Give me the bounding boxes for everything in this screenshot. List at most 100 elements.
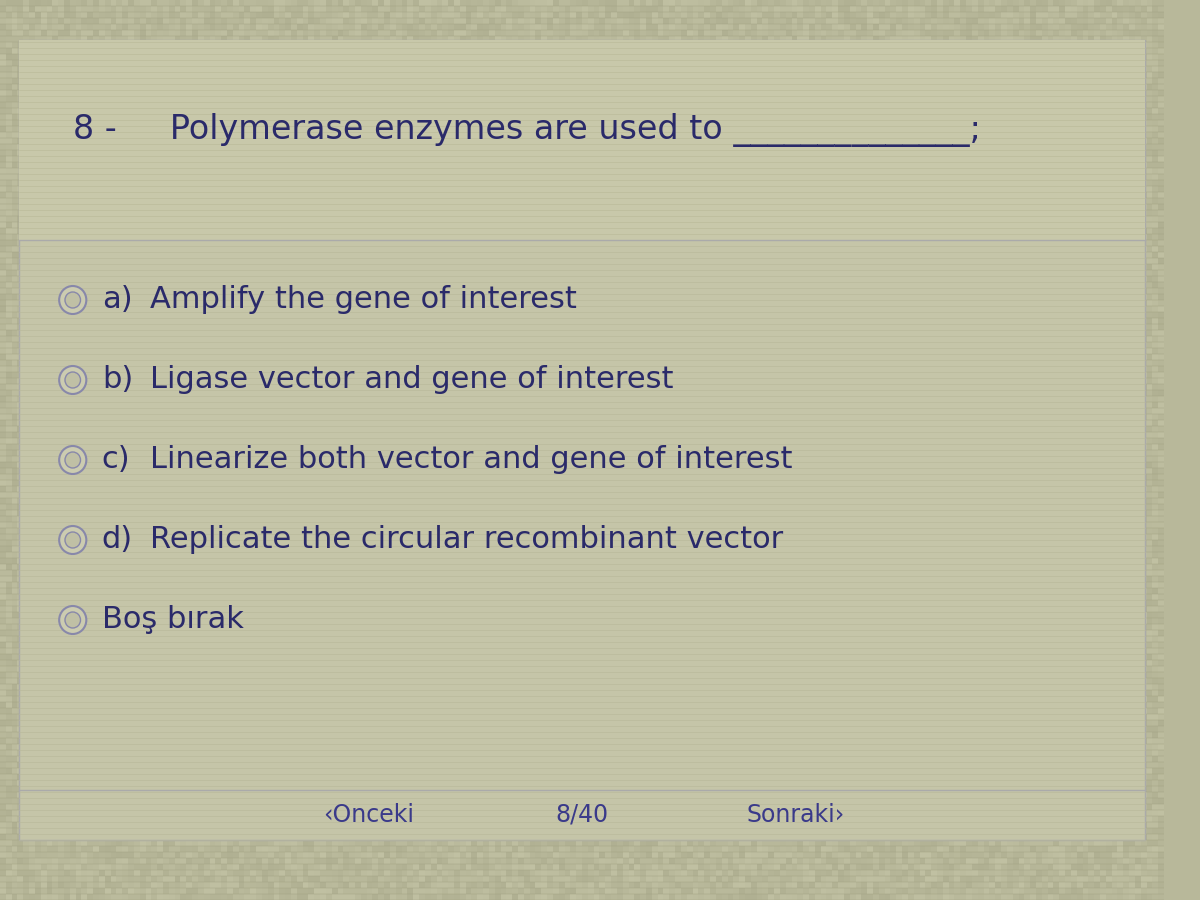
Bar	[751, 108, 757, 114]
Bar	[53, 570, 59, 576]
Bar	[878, 858, 884, 864]
Bar	[215, 246, 221, 252]
Bar	[670, 270, 676, 276]
Bar	[151, 792, 157, 798]
Bar	[535, 714, 541, 720]
Bar	[233, 576, 239, 582]
Bar	[186, 114, 192, 120]
Bar	[960, 414, 966, 420]
Bar	[686, 630, 692, 636]
Bar	[6, 504, 12, 510]
Bar	[349, 570, 355, 576]
Bar	[1013, 108, 1019, 114]
Bar	[302, 306, 308, 312]
Bar	[128, 516, 134, 522]
Bar	[1094, 774, 1100, 780]
Bar	[437, 540, 443, 546]
Bar	[757, 762, 762, 768]
Bar	[1030, 360, 1036, 366]
Bar	[1070, 240, 1076, 246]
Bar	[122, 738, 128, 744]
Bar	[145, 744, 151, 750]
Bar	[139, 648, 145, 654]
Bar	[564, 468, 570, 474]
Bar	[139, 276, 145, 282]
Bar	[664, 534, 670, 540]
Bar	[774, 696, 780, 702]
Bar	[70, 768, 76, 774]
Bar	[676, 30, 680, 36]
Bar	[751, 744, 757, 750]
Bar	[372, 312, 378, 318]
Bar	[163, 78, 169, 84]
Bar	[286, 432, 292, 438]
Bar	[268, 348, 274, 354]
Bar	[890, 294, 896, 300]
Bar	[868, 372, 874, 378]
Bar	[192, 414, 198, 420]
Bar	[251, 60, 256, 66]
Bar	[151, 510, 157, 516]
Bar	[1070, 168, 1076, 174]
Bar	[268, 36, 274, 42]
Bar	[757, 252, 762, 258]
Bar	[902, 156, 908, 162]
Bar	[390, 138, 396, 144]
Bar	[1111, 474, 1117, 480]
Bar	[443, 222, 448, 228]
Bar	[1048, 528, 1054, 534]
Bar	[874, 150, 878, 156]
Bar	[157, 636, 163, 642]
Bar	[919, 618, 925, 624]
Bar	[494, 492, 500, 498]
Bar	[658, 678, 664, 684]
Bar	[6, 168, 12, 174]
Bar	[1019, 888, 1025, 894]
Bar	[251, 420, 256, 426]
Bar	[337, 780, 343, 786]
Bar	[868, 612, 874, 618]
Bar	[547, 654, 553, 660]
Bar	[919, 276, 925, 282]
Bar	[518, 78, 524, 84]
Bar	[890, 24, 896, 30]
Bar	[559, 594, 564, 600]
Bar	[262, 504, 268, 510]
Bar	[59, 840, 64, 846]
Bar	[874, 810, 878, 816]
Bar	[41, 144, 47, 150]
Bar	[913, 438, 919, 444]
Bar	[1042, 474, 1048, 480]
Bar	[884, 150, 890, 156]
Bar	[0, 150, 6, 156]
Bar	[286, 336, 292, 342]
Bar	[88, 408, 94, 414]
Bar	[314, 618, 320, 624]
Bar	[384, 186, 390, 192]
Bar	[524, 546, 529, 552]
Bar	[448, 264, 454, 270]
Bar	[448, 228, 454, 234]
Bar	[18, 378, 23, 384]
Bar	[524, 414, 529, 420]
Bar	[437, 678, 443, 684]
Bar	[314, 744, 320, 750]
Bar	[500, 360, 506, 366]
Bar	[94, 870, 98, 876]
Bar	[349, 534, 355, 540]
Bar	[466, 468, 472, 474]
Bar	[704, 834, 710, 840]
Bar	[972, 618, 978, 624]
Bar	[1094, 636, 1100, 642]
Bar	[390, 756, 396, 762]
Bar	[372, 744, 378, 750]
Bar	[437, 6, 443, 12]
Bar	[984, 600, 990, 606]
Bar	[884, 306, 890, 312]
Bar	[733, 240, 739, 246]
Bar	[844, 426, 850, 432]
Bar	[780, 606, 786, 612]
Bar	[460, 498, 466, 504]
Bar	[745, 312, 751, 318]
Bar	[337, 462, 343, 468]
